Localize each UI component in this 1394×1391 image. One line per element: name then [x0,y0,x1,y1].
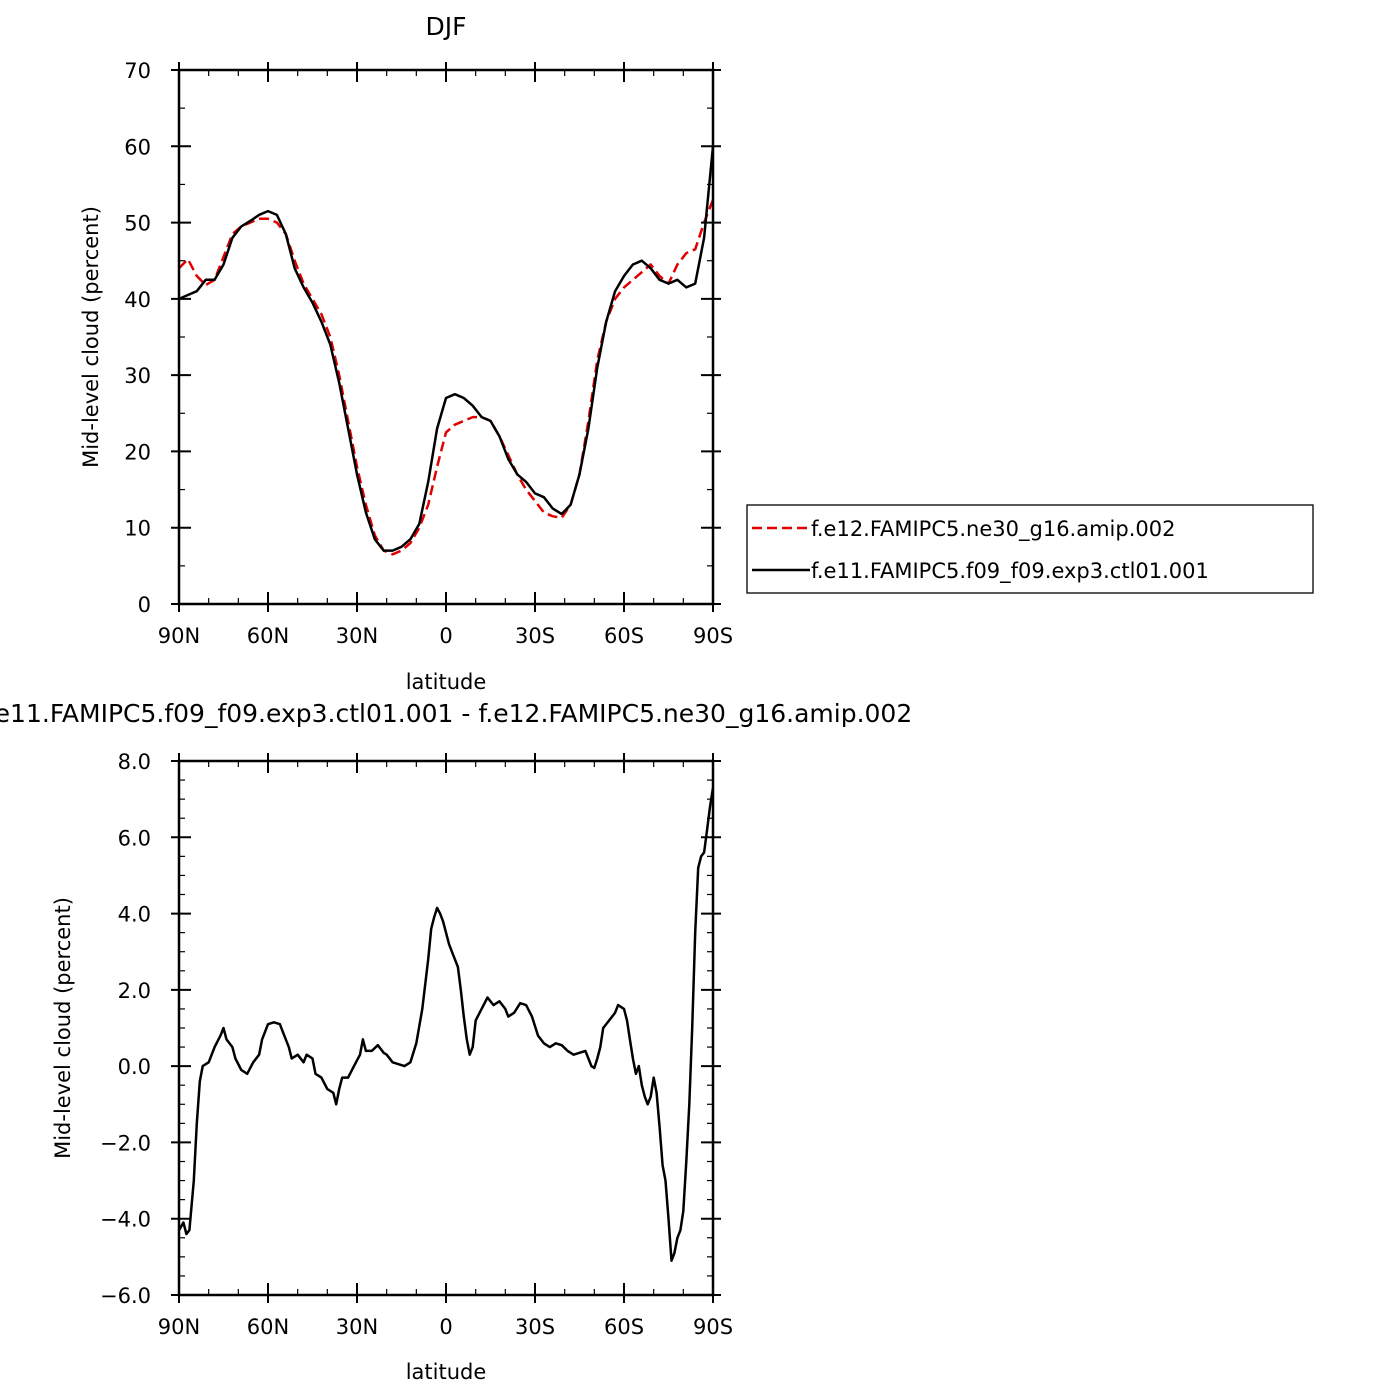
bottom-series-line-0 [177,787,715,1262]
top-x-tick-label: 90S [693,624,733,648]
bottom-y-tick-label: −2.0 [100,1131,151,1155]
top-y-tick-label: 40 [124,288,151,312]
legend-label-black: f.e11.FAMIPC5.f09_f09.exp3.ctl01.001 [811,559,1209,584]
bottom-y-tick-label: 0.0 [118,1055,151,1079]
top-x-tick-label: 30S [515,624,555,648]
bottom-x-tick-label: 30N [336,1315,378,1339]
bottom-x-tick-label: 90S [693,1315,733,1339]
bottom-x-tick-label: 60S [604,1315,644,1339]
bottom-panel: f.e11.FAMIPC5.f09_f09.exp3.ctl01.001 - f… [0,699,912,1384]
bottom-y-tick-label: −4.0 [100,1208,151,1232]
bottom-plot-frame [177,759,715,1297]
legend-box [746,504,1314,594]
top-series-line-1 [178,146,715,552]
top-y-tick-label: 70 [124,59,151,83]
bottom-y-tick-label: 6.0 [118,826,151,850]
top-x-tick-label: 30N [336,624,378,648]
bottom-x-tick-label: 60N [247,1315,289,1339]
bottom-x-tick-label: 0 [439,1315,452,1339]
bottom-y-tick-label: 4.0 [118,903,151,927]
top-panel: DJF 90N 60N 30N 0 30S 60S 90S 0 10 20 30 40 50 60 70 l… [79,12,1314,694]
top-y-tick-label: 60 [124,135,151,159]
bottom-x-tick-label: 30S [515,1315,555,1339]
top-x-tick-label: 60S [604,624,644,648]
top-y-tick-label: 0 [138,593,151,617]
top-plot-frame [177,68,715,606]
bottom-y-tick-label: −6.0 [100,1284,151,1308]
bottom-chart-title: f.e11.FAMIPC5.f09_f09.exp3.ctl01.001 - f… [0,699,912,728]
top-plot-area: 90N 60N 30N 0 30S 60S 90S 0 10 20 30 40 50 60 70 [124,59,733,648]
bottom-y-tick-label: 2.0 [118,979,151,1003]
bottom-y-axis-title: Mid-level cloud (percent) [51,897,75,1159]
bottom-x-tick-label: 90N [158,1315,200,1339]
top-y-axis-title: Mid-level cloud (percent) [79,206,103,468]
bottom-y-tick-label: 8.0 [118,750,151,774]
top-x-tick-label: 60N [247,624,289,648]
legend-label-red: f.e12.FAMIPC5.ne30_g16.amip.002 [811,517,1175,542]
legend: f.e12.FAMIPC5.ne30_g16.amip.002 f.e11.FA… [746,504,1314,594]
bottom-plot-area: 90N 60N 30N 0 30S 60S 90S −6.0 −4.0 −2.0 0.0 2.0 4.0… [100,750,733,1339]
top-y-tick-label: 30 [124,364,151,388]
top-x-tick-label: 0 [439,624,452,648]
top-chart-title: DJF [425,12,466,41]
top-y-tick-label: 20 [124,440,151,464]
top-series-line-0 [178,199,715,556]
top-y-tick-label: 10 [124,517,151,541]
top-x-axis-title: latitude [406,670,487,694]
top-x-tick-label: 90N [158,624,200,648]
bottom-x-axis-title: latitude [406,1360,487,1384]
top-y-tick-label: 50 [124,212,151,236]
